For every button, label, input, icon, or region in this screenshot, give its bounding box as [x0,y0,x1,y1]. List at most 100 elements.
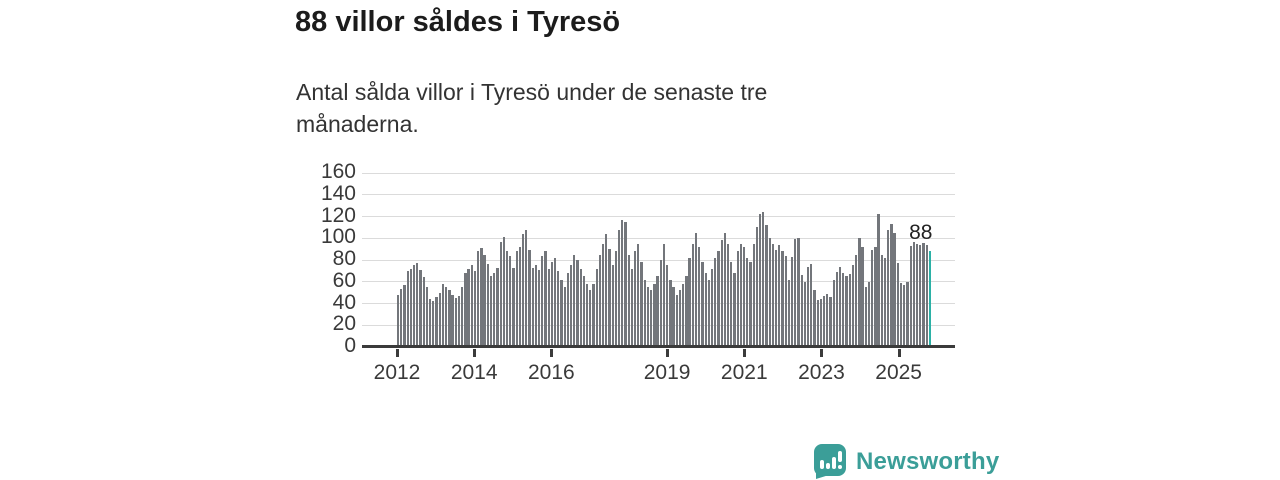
bar [537,269,541,347]
bar [496,267,499,347]
x-tick-label: 2012 [373,361,421,384]
chart-subtitle: Antal sålda villor i Tyresö under de sen… [296,79,768,138]
bar [842,273,845,347]
bar [832,279,835,347]
bar [611,265,614,347]
x-axis-line [362,345,955,348]
bar [678,290,682,347]
x-tick-label: 2023 [798,361,845,384]
y-tick-label: 40 [332,290,356,314]
bar [653,283,656,347]
bar [621,219,624,347]
bar [598,254,602,347]
bar [803,281,807,347]
y-tick-label: 120 [320,203,356,227]
bar [650,290,653,347]
bar [826,293,829,347]
bar [589,290,592,347]
bar [512,267,515,347]
bar [461,287,464,347]
bar [528,250,531,347]
bar [742,246,746,347]
bar [438,292,441,347]
bar [685,276,688,347]
gridline [362,172,955,174]
bar [903,285,906,347]
bar [768,238,771,347]
bar [547,268,550,347]
bar [666,265,669,347]
gridline [362,259,955,261]
x-tick [550,349,554,357]
bar [473,270,477,347]
bar [422,277,425,347]
bar [880,254,883,347]
bar [541,255,544,347]
bar [640,262,643,347]
bar [835,271,839,347]
bar [675,294,678,347]
bar [723,232,726,347]
bar [794,239,797,347]
bar [762,212,765,347]
bar [659,260,662,347]
bar [419,269,422,347]
bar [784,255,787,347]
bar [560,279,563,347]
bar [848,274,851,347]
bar [483,254,486,347]
bar [758,214,762,347]
bar [579,268,582,347]
y-tick-label: 20 [332,312,356,336]
bar [707,279,710,347]
bar [704,273,707,347]
bar [906,281,909,347]
bar [470,265,473,347]
bar [909,245,912,347]
bar [807,266,810,347]
bar [774,250,778,347]
bar [672,287,675,347]
bar [467,268,470,347]
y-tick-label: 60 [332,268,356,292]
bar [477,251,480,347]
x-tick-label: 2016 [527,361,575,384]
bar [557,270,560,347]
bar [602,243,605,347]
bar [691,243,694,347]
bar [787,279,791,347]
bar [525,229,528,347]
x-tick [473,349,477,357]
bar [896,263,899,347]
last-value-label: 88 [909,221,933,245]
bar [790,256,794,347]
bar [608,249,611,347]
bar [829,296,832,347]
bar [864,287,867,347]
bar [630,268,634,347]
x-tick-label: 2014 [450,361,498,384]
bar [845,276,848,347]
bar [403,285,406,347]
bar-highlighted [928,251,931,347]
bar [441,283,445,347]
bar [925,244,928,347]
bar [755,227,758,347]
bar [915,243,919,347]
bar [435,296,438,347]
bar [509,255,512,347]
bar [397,294,400,347]
bar [646,287,650,347]
bar [851,265,855,347]
bar [614,251,618,347]
bar [553,257,557,347]
bar [874,246,877,347]
bar [464,273,467,347]
bar [425,287,429,347]
bar [819,299,823,347]
bar [624,221,627,347]
bar [688,257,691,347]
bar [919,244,922,347]
bar [566,273,570,347]
bar [445,287,448,347]
